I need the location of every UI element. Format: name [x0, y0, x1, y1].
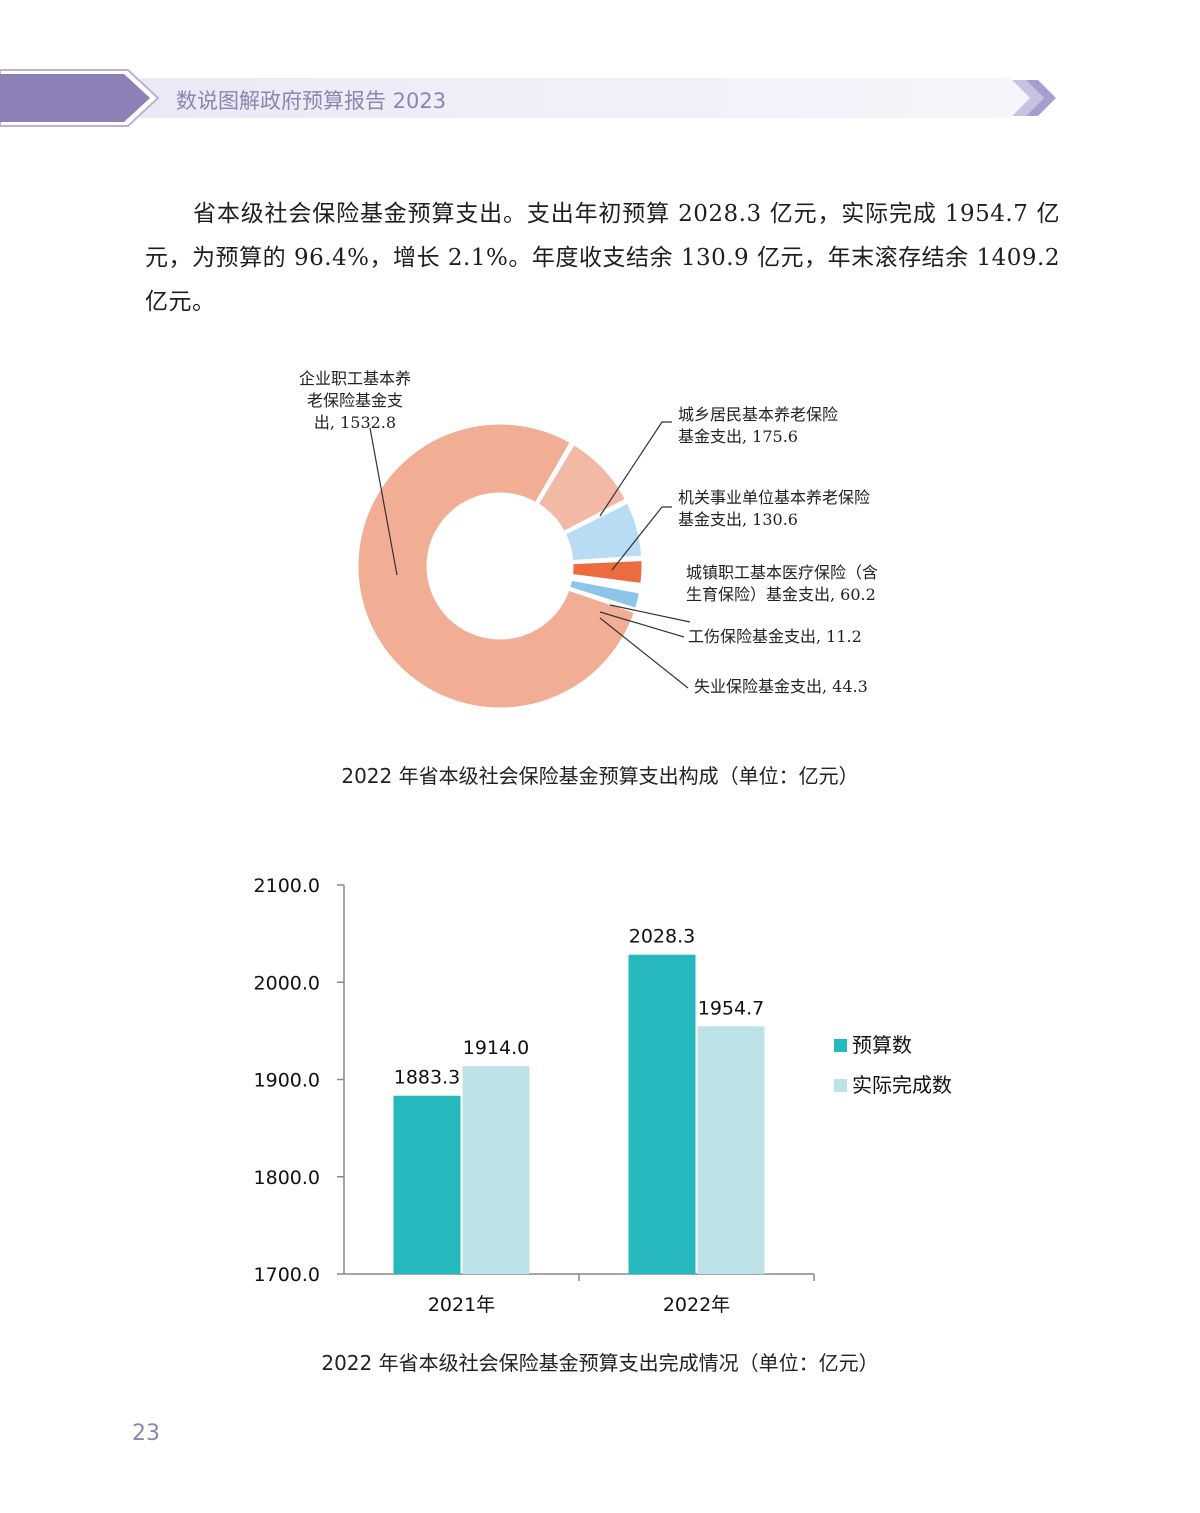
pie-leader-line-5 [599, 617, 689, 689]
bar-chart: 1700.0 1800.0 1900.0 2000.0 2100.0 2021年 1883.… [254, 875, 952, 1316]
pie-label-0-1: 老保险基金支 [307, 391, 403, 410]
chevron-icon-1 [1012, 80, 1044, 116]
pie-leader-line-2 [611, 506, 672, 571]
pie-label-3-0: 城镇职工基本医疗保险（含 [686, 563, 878, 582]
bar-value-label: 1883.3 [394, 1067, 460, 1089]
x-tick-label: 2022年 [663, 1294, 730, 1316]
header-title: 数说图解政府预算报告 2023 [176, 89, 447, 113]
legend-swatch-1 [834, 1079, 847, 1092]
y-tick-label: 2000.0 [254, 972, 320, 994]
pie-slice-2 [562, 499, 645, 564]
y-tick-label: 2100.0 [254, 875, 320, 897]
pie-label-0-0: 企业职工基本养 [299, 369, 411, 388]
header-tab [0, 74, 150, 122]
pie-label-1-0: 城乡居民基本养老保险 [678, 405, 838, 424]
y-tick-label: 1800.0 [254, 1167, 320, 1189]
pie-label-2-1: 基金支出, 130.6 [678, 510, 798, 529]
bar-value-label: 1954.7 [698, 997, 764, 1019]
bar-0-0 [393, 1095, 461, 1274]
pie-leader-line-1 [599, 421, 672, 517]
pie-slice-0 [355, 421, 638, 711]
legend-swatch-0 [834, 1039, 847, 1052]
pie-label-1-1: 基金支出, 175.6 [678, 427, 798, 446]
bar-chart-title: 2022 年省本级社会保险基金预算支出完成情况（单位：亿元） [321, 1351, 879, 1375]
bar-value-label: 1914.0 [463, 1037, 529, 1059]
x-tick-label: 2021年 [428, 1294, 495, 1316]
paragraph-text: 省本级社会保险基金预算支出。支出年初预算 2028.3 亿元，实际完成 1954… [145, 201, 1060, 315]
y-tick-label: 1700.0 [254, 1264, 320, 1286]
pie-label-5-0: 失业保险基金支出, 44.3 [694, 677, 868, 696]
donut-chart-title: 2022 年省本级社会保险基金预算支出构成（单位：亿元） [341, 764, 859, 788]
legend-label-1: 实际完成数 [852, 1073, 952, 1097]
bar-value-label: 2028.3 [629, 926, 695, 948]
chevron-icon-2 [1026, 80, 1056, 116]
pie-leader-line-4 [599, 611, 685, 638]
pie-slice-5 [566, 577, 643, 612]
header-band [140, 78, 1030, 118]
pie-label-0-2: 出, 1532.8 [314, 413, 396, 432]
pie-leader-line-0 [369, 427, 398, 576]
y-tick-label: 1900.0 [254, 1070, 320, 1092]
page-number: 23 [132, 1421, 160, 1446]
pie-label-4-0: 工伤保险基金支出, 11.2 [688, 627, 862, 646]
pie-label-2-0: 机关事业单位基本养老保险 [678, 488, 870, 507]
body-paragraph: 省本级社会保险基金预算支出。支出年初预算 2028.3 亿元，实际完成 1954… [145, 192, 1060, 324]
bar-0-1 [628, 954, 696, 1274]
bar-1-0 [462, 1065, 530, 1274]
pie-label-3-1: 生育保险）基金支出, 60.2 [686, 585, 876, 604]
legend-label-0: 预算数 [852, 1033, 912, 1057]
bar-1-1 [697, 1026, 765, 1274]
header-banner [0, 69, 1056, 127]
pie-leader-line-3 [609, 604, 691, 623]
